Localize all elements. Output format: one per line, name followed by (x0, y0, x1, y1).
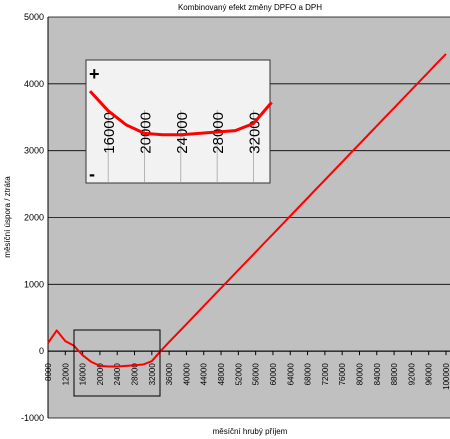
inset-minus: - (89, 164, 95, 184)
x-tick-label: 28000 (131, 363, 140, 386)
y-tick-label: 4000 (24, 79, 44, 89)
x-tick-label: 56000 (252, 363, 261, 386)
x-tick-label: 96000 (425, 363, 434, 386)
y-tick-label: 1000 (24, 279, 44, 289)
x-tick-label: 60000 (269, 363, 278, 386)
x-tick-label: 100000 (442, 363, 450, 390)
x-axis-label: měsíční hrubý příjem (213, 427, 288, 436)
x-tick-label: 20000 (96, 363, 105, 386)
data-line (88, 90, 273, 137)
x-tick-label: 76000 (338, 363, 347, 386)
x-tick-label: 36000 (165, 363, 174, 386)
x-tick-label: 88000 (390, 363, 399, 386)
x-tick-label: 64000 (286, 363, 295, 386)
x-tick-label: 24000 (113, 363, 122, 386)
inset: 16000 20000 24000 28000 32000+- (85, 59, 273, 184)
x-tick-label: 8000 (44, 363, 53, 381)
main-plot: -1000 0 1000 2000 3000 4000 5000 8000 12000 16000… (21, 12, 450, 423)
y-tick-label: 5000 (24, 12, 44, 22)
x-tick-label: 32000 (148, 363, 157, 386)
x-tick-label: 72000 (321, 363, 330, 386)
x-tick-label: 68000 (304, 363, 313, 386)
data-line (47, 53, 447, 368)
y-tick-label: 3000 (24, 146, 44, 156)
inset-plus: + (89, 64, 100, 84)
inset-tick-label: 32000 (246, 112, 263, 154)
x-tick-label: 52000 (234, 363, 243, 386)
x-tick-label: 44000 (200, 363, 209, 386)
x-tick-label: 16000 (79, 363, 88, 386)
y-tick-label: -1000 (21, 413, 44, 423)
inset-tick-label: 16000 (101, 112, 118, 154)
inset-tick-label: 24000 (174, 112, 191, 154)
y-tick-label: 0 (39, 346, 44, 356)
x-tick-label: 80000 (355, 363, 364, 386)
y-axis-label: měsíční úspora / ztráta (3, 176, 12, 258)
chart-title: Kombinovaný efekt změny DPFO a DPH (178, 3, 322, 12)
x-tick-label: 84000 (373, 363, 382, 386)
x-tick-label: 92000 (407, 363, 416, 386)
x-tick-label: 48000 (217, 363, 226, 386)
x-tick-label: 12000 (61, 363, 70, 386)
y-tick-label: 2000 (24, 213, 44, 223)
inset-frame (85, 59, 271, 184)
zoom-box (73, 329, 161, 397)
x-tick-label: 40000 (182, 363, 191, 386)
